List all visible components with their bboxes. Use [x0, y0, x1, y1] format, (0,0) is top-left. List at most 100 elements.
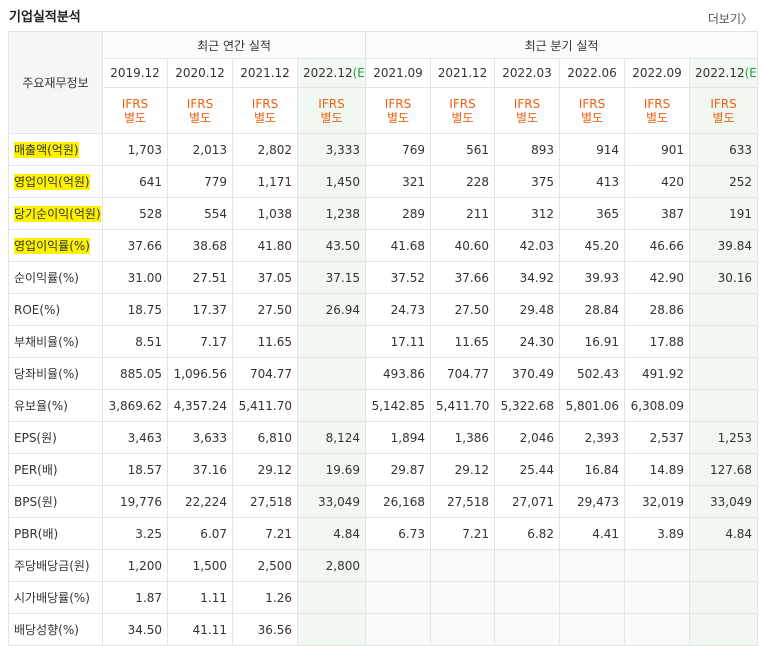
table-cell: 37.66	[102, 229, 168, 262]
table-cell: 491.92	[624, 357, 690, 390]
ifrs-label: IFRS	[318, 96, 345, 111]
table-cell: 17.37	[167, 293, 233, 326]
row-label-text: 부채비율(%)	[14, 335, 79, 349]
row-label: 영업이익률(%)	[8, 229, 103, 262]
table-cell: 18.57	[102, 453, 168, 486]
table-cell: 22,224	[167, 485, 233, 518]
row-label-text: 유보율(%)	[14, 399, 68, 413]
table-cell: 3,633	[167, 421, 233, 454]
table-cell: 3,869.62	[102, 389, 168, 422]
table-cell: 29.12	[232, 453, 298, 486]
more-link[interactable]: 더보기〉	[708, 10, 753, 27]
row-label-text: PBR(배)	[14, 527, 59, 541]
ifrs-type-label: 별도	[451, 110, 474, 125]
table-cell: 34.92	[494, 261, 560, 294]
quarter-group-header: 최근 분기 실적	[364, 31, 759, 59]
table-cell: 893	[494, 133, 560, 166]
date-label: 2021.12	[240, 66, 290, 80]
table-cell: 17.11	[365, 325, 431, 358]
table-cell: 1,450	[297, 165, 366, 198]
table-cell: 561	[430, 133, 495, 166]
table-cell: 8,124	[297, 421, 366, 454]
table-cell: 3,333	[297, 133, 366, 166]
ifrs-label: IFRS	[384, 96, 412, 111]
table-cell: 1,096.56	[167, 357, 233, 390]
table-cell: 32,019	[624, 485, 690, 518]
table-row: EPS(원) 3,463 3,633 6,810 8,124 1,894 1,386 2,04…	[8, 421, 759, 454]
date-label: 2020.12	[175, 66, 225, 80]
table-cell: 1.11	[167, 581, 233, 614]
table-cell: 1,703	[102, 133, 168, 166]
table-cell: 16.91	[559, 325, 625, 358]
date-label: 2021.09	[373, 66, 423, 80]
table-cell	[297, 613, 366, 646]
ifrs-label: IFRS	[578, 96, 606, 111]
table-cell: 365	[559, 197, 625, 230]
table-cell: 38.68	[167, 229, 233, 262]
row-label: PER(배)	[8, 453, 103, 486]
table-cell: 3.25	[102, 517, 168, 550]
row-label-text: 시가배당률(%)	[14, 591, 90, 605]
table-cell: 2,500	[232, 549, 298, 582]
table-cell: 127.68	[688, 453, 759, 486]
row-label: ROE(%)	[8, 293, 103, 326]
table-cell	[688, 613, 759, 646]
quarter-date-header: 2021.12	[430, 58, 495, 88]
table-cell: 45.20	[559, 229, 625, 262]
table-cell: 29.48	[494, 293, 560, 326]
ifrs-header: IFRS 별도	[688, 87, 759, 134]
table-cell: 5,801.06	[559, 389, 625, 422]
table-cell: 1,038	[232, 197, 298, 230]
table-cell: 28.84	[559, 293, 625, 326]
row-label-text: 순이익률(%)	[14, 271, 79, 285]
quarter-date-header: 2022.03	[494, 58, 560, 88]
table-cell: 2,802	[232, 133, 298, 166]
table-cell: 502.43	[559, 357, 625, 390]
table-cell: 26,168	[365, 485, 431, 518]
table-cell: 42.90	[624, 261, 690, 294]
table-cell: 641	[102, 165, 168, 198]
row-label: 유보율(%)	[8, 389, 103, 422]
table-cell: 1,171	[232, 165, 298, 198]
table-cell: 27.50	[430, 293, 495, 326]
table-cell: 6,308.09	[624, 389, 690, 422]
ifrs-label: IFRS	[643, 96, 671, 111]
table-cell	[624, 549, 690, 582]
date-label: 2022.09	[632, 66, 682, 80]
table-row: BPS(원) 19,776 22,224 27,518 33,049 26,168 27,5…	[8, 485, 759, 518]
table-row: 영업이익(억원) 641 779 1,171 1,450 321 228 375 413 420 2…	[8, 165, 759, 198]
table-cell: 387	[624, 197, 690, 230]
row-label: PBR(배)	[8, 517, 103, 550]
table-cell: 37.05	[232, 261, 298, 294]
date-label: 2019.12	[110, 66, 160, 80]
table-cell	[365, 581, 431, 614]
table-row: 시가배당률(%) 1.87 1.11 1.26	[8, 581, 759, 614]
table-cell: 31.00	[102, 261, 168, 294]
table-cell: 228	[430, 165, 495, 198]
table-cell: 704.77	[430, 357, 495, 390]
quarter-date-header: 2022.09	[624, 58, 690, 88]
quarter-date-header: 2022.12(E)	[688, 58, 759, 88]
table-cell: 5,322.68	[494, 389, 560, 422]
table-cell: 1,238	[297, 197, 366, 230]
row-label: 영업이익(억원)	[8, 165, 103, 198]
table-cell	[559, 549, 625, 582]
row-label: EPS(원)	[8, 421, 103, 454]
table-cell: 27,518	[430, 485, 495, 518]
table-cell: 34.50	[102, 613, 168, 646]
table-cell	[430, 613, 495, 646]
table-row: 매출액(억원) 1,703 2,013 2,802 3,333 769 561 893 914 9…	[8, 133, 759, 166]
table-cell: 4.84	[688, 517, 759, 550]
table-cell: 36.56	[232, 613, 298, 646]
table-cell: 40.60	[430, 229, 495, 262]
table-cell: 554	[167, 197, 233, 230]
more-link-label: 더보기	[707, 12, 741, 26]
table-row: 순이익률(%) 31.00 27.51 37.05 37.15 37.52 37.66 34.…	[8, 261, 759, 294]
ifrs-label: IFRS	[710, 96, 737, 111]
table-cell: 24.73	[365, 293, 431, 326]
table-cell: 4.84	[297, 517, 366, 550]
table-cell	[365, 549, 431, 582]
table-cell: 4.41	[559, 517, 625, 550]
table-cell: 312	[494, 197, 560, 230]
row-label: 당좌비율(%)	[8, 357, 103, 390]
